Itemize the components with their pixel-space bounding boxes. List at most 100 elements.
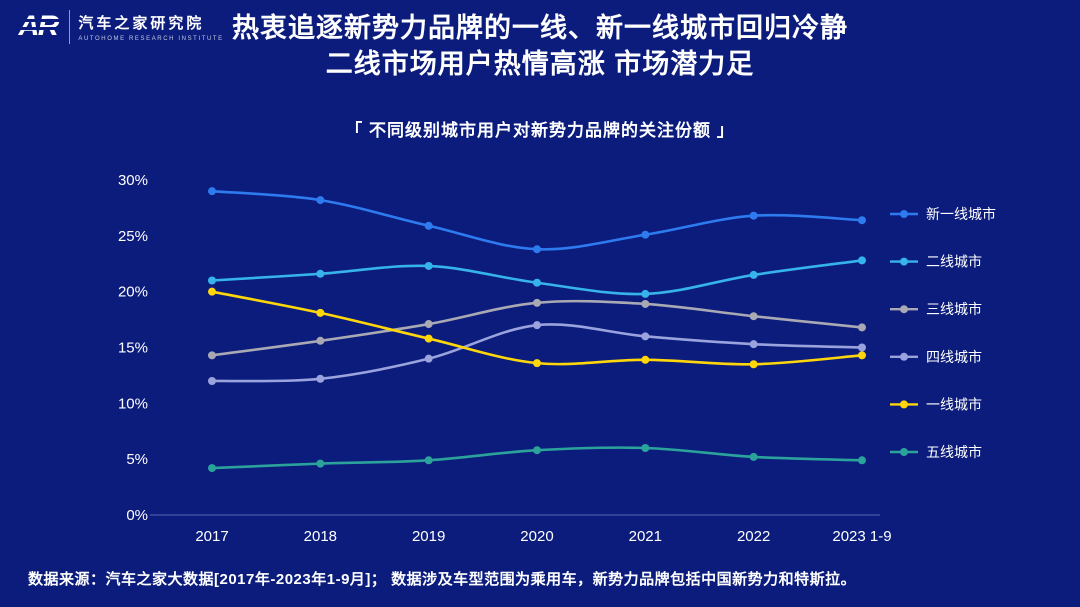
chart-title: 「 不同级别城市用户对新势力品牌的关注份额 」 bbox=[345, 121, 735, 140]
logo-slat bbox=[16, 19, 62, 22]
data-point bbox=[749, 452, 758, 461]
logo-slat bbox=[16, 27, 62, 30]
series-3 bbox=[208, 321, 866, 385]
legend-label: 新一线城市 bbox=[926, 206, 996, 222]
legend-dot bbox=[900, 448, 908, 456]
legend-dot bbox=[900, 352, 908, 361]
y-tick-label: 0% bbox=[126, 507, 148, 524]
legend-item: 新一线城市 bbox=[890, 206, 996, 222]
legend-item: 三线城市 bbox=[890, 301, 982, 317]
data-point bbox=[208, 377, 216, 385]
data-point bbox=[424, 334, 433, 343]
data-point bbox=[424, 320, 433, 329]
legend-label: 一线城市 bbox=[926, 396, 982, 412]
data-point bbox=[641, 299, 650, 308]
y-tick-label: 25% bbox=[118, 228, 148, 245]
data-point bbox=[749, 340, 758, 349]
data-point bbox=[641, 332, 650, 341]
x-tick-label: 2023 1-9 bbox=[832, 528, 891, 545]
y-axis-labels: 0% 5% 10% 15% 20% 25% 30% bbox=[118, 172, 148, 524]
legend-label: 四线城市 bbox=[926, 349, 982, 365]
y-tick-label: 10% bbox=[118, 395, 148, 412]
x-tick-label: 2018 bbox=[304, 528, 337, 545]
data-point bbox=[749, 211, 758, 220]
logo-slat bbox=[16, 35, 62, 38]
data-point bbox=[424, 354, 433, 363]
legend-dot bbox=[900, 210, 908, 218]
y-tick-label: 20% bbox=[118, 284, 148, 301]
data-point bbox=[316, 459, 325, 468]
x-tick-label: 2022 bbox=[737, 528, 770, 545]
data-point bbox=[424, 261, 433, 270]
legend-label: 二线城市 bbox=[926, 254, 982, 270]
page-title-line2: 二线市场用户热情高涨 市场潜力足 bbox=[325, 49, 755, 80]
logo-subtitle: AUTOHOME RESEARCH INSTITUTE bbox=[78, 36, 224, 42]
data-source-note: 数据来源：汽车之家大数据[2017年-2023年1-9月]； 数据涉及车型范围为… bbox=[28, 571, 857, 588]
data-point bbox=[316, 374, 325, 383]
series-5 bbox=[208, 444, 866, 473]
series-line bbox=[210, 259, 864, 296]
data-point bbox=[641, 444, 650, 452]
page-title: 热衷追逐新势力品牌的一线、新一线城市回归冷静 二线市场用户热情高涨 市场潜力足 bbox=[0, 10, 1080, 83]
data-point bbox=[316, 269, 325, 278]
logo-divider bbox=[69, 10, 71, 44]
data-point bbox=[532, 359, 541, 368]
data-point bbox=[857, 256, 866, 265]
data-point bbox=[641, 230, 650, 239]
line-chart-svg: 0%5%10%15%20%25%30%2017 2018 2019 2020 2021 2… bbox=[118, 172, 996, 545]
series-1 bbox=[208, 256, 866, 298]
data-point bbox=[208, 464, 216, 473]
data-point bbox=[532, 278, 541, 287]
data-point bbox=[749, 270, 758, 279]
data-point bbox=[857, 343, 866, 352]
legend-item: 一线城市 bbox=[890, 396, 982, 412]
data-point bbox=[532, 321, 541, 330]
series-0 bbox=[208, 187, 866, 254]
series-4 bbox=[208, 287, 866, 369]
legend-dot bbox=[900, 400, 908, 409]
data-point bbox=[208, 276, 216, 285]
data-point bbox=[532, 446, 541, 455]
page-title-line1: 热衷追逐新势力品牌的一线、新一线城市回归冷静 bbox=[232, 13, 848, 43]
data-point bbox=[857, 323, 866, 332]
data-point bbox=[208, 351, 216, 360]
y-tick-label: 5% bbox=[126, 451, 148, 468]
data-point bbox=[641, 289, 650, 298]
logo-texts: 汽车之家研究院 AUTOHOME RESEARCH INSTITUTE bbox=[78, 12, 223, 42]
data-point bbox=[749, 360, 758, 369]
data-point bbox=[857, 351, 866, 360]
legend-item: 四线城市 bbox=[890, 349, 982, 365]
data-point bbox=[857, 456, 866, 465]
series-line bbox=[210, 189, 864, 251]
y-tick-label: 30% bbox=[118, 172, 148, 189]
legend-label: 五线城市 bbox=[926, 444, 982, 460]
data-point bbox=[424, 456, 433, 465]
legend-item: 二线城市 bbox=[890, 254, 982, 270]
logo-name: 汽车之家研究院 bbox=[78, 15, 205, 32]
data-point bbox=[208, 187, 216, 196]
series-2 bbox=[208, 298, 866, 360]
legend-dot bbox=[900, 257, 908, 266]
data-point bbox=[532, 298, 541, 307]
data-point bbox=[424, 221, 433, 230]
x-tick-label: 2020 bbox=[520, 528, 553, 545]
data-point bbox=[857, 216, 866, 225]
x-tick-label: 2017 bbox=[195, 528, 228, 545]
legend-item: 五线城市 bbox=[890, 444, 982, 460]
data-point bbox=[316, 196, 325, 205]
data-point bbox=[316, 336, 325, 345]
data-point bbox=[316, 308, 325, 317]
legend-dot bbox=[900, 305, 908, 314]
data-point bbox=[749, 312, 758, 321]
autohome-logo: AR 汽车之家研究院 AUTOHOME RESEARCH INSTITUTE bbox=[16, 10, 224, 44]
y-tick-label: 15% bbox=[118, 340, 148, 357]
x-tick-label: 2021 bbox=[629, 528, 662, 545]
data-point bbox=[208, 287, 216, 296]
data-point bbox=[641, 355, 650, 364]
data-point bbox=[532, 245, 541, 254]
x-axis-labels: 2017 2018 2019 2020 2021 2022 2023 1-9 bbox=[195, 528, 891, 545]
autohome-logo-icon: AR bbox=[16, 10, 62, 44]
line-chart: 0% 5% 10% 15% 20% 25% 30% 2017 2018 2019 2020 2021 2… bbox=[90, 158, 1010, 558]
